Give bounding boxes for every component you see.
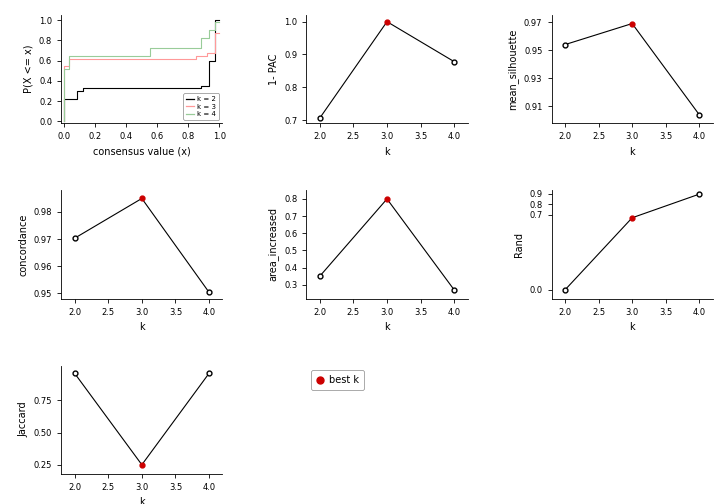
X-axis label: k: k bbox=[139, 497, 145, 504]
X-axis label: consensus value (x): consensus value (x) bbox=[93, 147, 191, 157]
Y-axis label: Jaccard: Jaccard bbox=[18, 402, 28, 437]
X-axis label: k: k bbox=[629, 147, 635, 157]
Y-axis label: Rand: Rand bbox=[513, 232, 523, 257]
Y-axis label: P(X <= x): P(X <= x) bbox=[23, 45, 33, 93]
Legend: best k: best k bbox=[311, 370, 364, 390]
Y-axis label: mean_silhouette: mean_silhouette bbox=[508, 29, 518, 110]
Y-axis label: 1- PAC: 1- PAC bbox=[269, 53, 279, 85]
Y-axis label: concordance: concordance bbox=[18, 213, 28, 276]
Legend: k = 2, k = 3, k = 4: k = 2, k = 3, k = 4 bbox=[184, 93, 219, 120]
X-axis label: k: k bbox=[384, 322, 390, 332]
X-axis label: k: k bbox=[629, 322, 635, 332]
X-axis label: k: k bbox=[384, 147, 390, 157]
Y-axis label: area_increased: area_increased bbox=[268, 208, 279, 281]
X-axis label: k: k bbox=[139, 322, 145, 332]
